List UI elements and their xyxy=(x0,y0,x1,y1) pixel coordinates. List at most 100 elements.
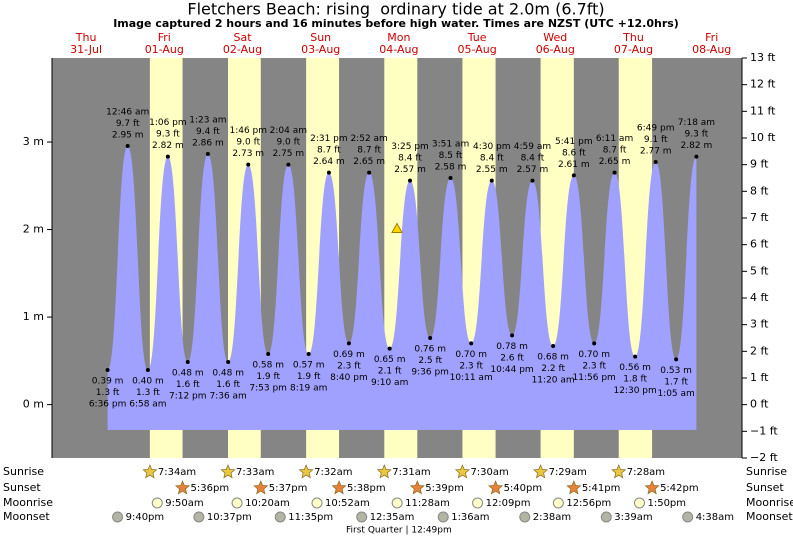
moonrise-icon xyxy=(231,497,243,509)
y-tick-label: 4 ft xyxy=(750,291,769,304)
sunrise-time: 7:29am xyxy=(549,467,587,478)
moonrise-time: 12:56pm xyxy=(566,498,611,509)
tide-label: 0.69 m xyxy=(333,350,365,360)
moonset-icon xyxy=(356,511,368,523)
moonset-time: 2:38am xyxy=(533,512,571,523)
row-label: Sunrise xyxy=(746,465,787,478)
tide-label: 6:58 am xyxy=(129,400,166,410)
tide-label: 9.0 ft xyxy=(276,138,300,148)
sunset-icon xyxy=(488,480,504,495)
y2-tick-label: 1 m xyxy=(23,310,44,323)
tide-label: 0.53 m xyxy=(660,366,692,376)
tide-label: 1:06 pm xyxy=(149,118,187,128)
moonrise-icon xyxy=(391,497,403,509)
moonset-time: 9:40pm xyxy=(126,512,165,523)
day-name: Thu xyxy=(75,31,97,44)
tide-label: 10:44 pm xyxy=(490,365,533,375)
tide-label: 7:36 am xyxy=(209,392,246,402)
tide-label: 8.4 ft xyxy=(398,154,422,164)
y-tick-label: 3 ft xyxy=(750,318,769,331)
sunset-time: 5:38pm xyxy=(347,483,386,494)
tide-label: 6:11 am xyxy=(596,134,633,144)
tide-point xyxy=(205,152,210,156)
sunset-time: 5:42pm xyxy=(660,483,699,494)
tide-point xyxy=(694,154,699,159)
sunrise-icon xyxy=(454,464,470,479)
tide-point xyxy=(530,178,535,183)
tide-label: 0.58 m xyxy=(252,361,284,371)
moonset-icon xyxy=(193,511,205,523)
tide-label: 6:49 pm xyxy=(637,124,675,134)
moonset-time: 11:35pm xyxy=(288,512,333,523)
sunset-time: 5:37pm xyxy=(269,483,308,494)
tide-label: 2.82 m xyxy=(152,141,184,151)
tide-point xyxy=(612,170,617,175)
tide-label: 9.4 ft xyxy=(196,127,220,137)
moonset-time: 4:38am xyxy=(696,512,734,523)
sunrise-time: 7:30am xyxy=(470,467,508,478)
sunset-time: 5:41pm xyxy=(582,483,621,494)
tide-label: 2.61 m xyxy=(558,160,590,170)
tide-label: 9.0 ft xyxy=(236,138,260,148)
tide-point xyxy=(571,173,576,178)
y2-tick-label: 3 m xyxy=(23,135,44,148)
tide-label: 8.4 ft xyxy=(480,154,504,164)
moonrise-time: 11:28am xyxy=(405,498,450,509)
tide-label: 8.6 ft xyxy=(562,148,586,158)
tide-label: 9.3 ft xyxy=(685,130,709,140)
sunset-time: 5:39pm xyxy=(425,483,464,494)
tide-label: 8:40 pm xyxy=(330,373,368,383)
day-name: Thu xyxy=(622,31,644,44)
sunrise-time: 7:32am xyxy=(314,467,352,478)
moonrise-icon xyxy=(472,497,484,509)
tide-area xyxy=(107,146,697,430)
tide-label: 8.4 ft xyxy=(521,154,545,164)
tide-label: 11:56 pm xyxy=(573,373,616,383)
tide-point xyxy=(266,352,271,356)
tide-label: 2.57 m xyxy=(394,165,426,175)
tide-point xyxy=(246,162,251,167)
tide-label: 2.73 m xyxy=(232,149,264,159)
tide-label: 2.65 m xyxy=(599,157,631,167)
chart-title: Fletchers Beach: rising ordinary tide at… xyxy=(187,0,604,19)
tide-label: 7:18 am xyxy=(678,118,715,128)
tide-point xyxy=(125,144,130,148)
sunrise-time: 7:31am xyxy=(392,467,430,478)
tide-label: 10:11 am xyxy=(450,373,493,383)
tide-label: 2.65 m xyxy=(353,157,385,167)
sunset-icon xyxy=(566,480,582,495)
tide-label: 0.65 m xyxy=(374,355,406,365)
tide-label: 9.3 ft xyxy=(156,130,180,140)
day-date: 03-Aug xyxy=(301,43,340,56)
tide-point xyxy=(226,360,231,364)
y-tick-label: 0 ft xyxy=(750,398,769,411)
tide-point xyxy=(448,176,453,180)
moonrise-time: 12:09pm xyxy=(486,498,531,509)
tide-point xyxy=(408,178,413,183)
tide-point xyxy=(165,154,170,159)
row-label: Moonset xyxy=(746,510,793,523)
moonset-icon xyxy=(274,511,286,523)
y-tick-label: 9 ft xyxy=(750,158,769,171)
y-tick-label: 1 ft xyxy=(750,371,769,384)
tide-label: 2.77 m xyxy=(640,147,672,157)
y-tick-label: 11 ft xyxy=(750,104,776,117)
tide-label: 1:23 am xyxy=(189,116,226,126)
tide-label: 0.57 m xyxy=(293,361,325,371)
moonset-icon xyxy=(519,511,531,523)
row-label: Sunset xyxy=(746,481,784,494)
tide-label: 0.39 m xyxy=(92,377,124,387)
moonrise-icon xyxy=(633,497,645,509)
tide-label: 11:20 am xyxy=(532,376,575,386)
tide-point xyxy=(551,344,556,348)
row-label: Moonrise xyxy=(746,496,793,509)
tide-label: 0.48 m xyxy=(212,369,244,379)
tide-point xyxy=(489,178,494,183)
tide-label: 0.70 m xyxy=(578,350,610,360)
current-level-marker xyxy=(391,222,403,234)
tide-label: 9.1 ft xyxy=(644,135,668,145)
tide-point xyxy=(105,368,110,372)
y-tick-label: 7 ft xyxy=(750,211,769,224)
day-date: 31-Jul xyxy=(70,43,102,56)
tide-label: 0.78 m xyxy=(496,342,528,352)
